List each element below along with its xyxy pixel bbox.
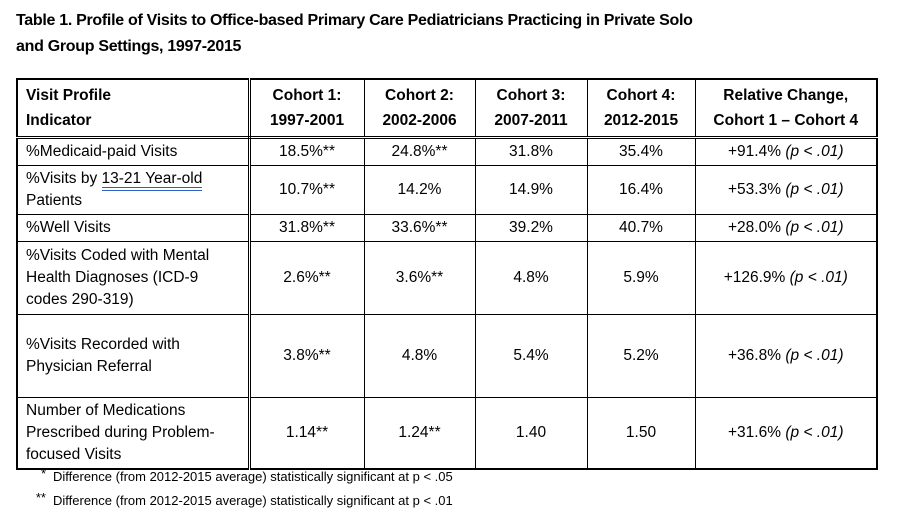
table-title-line1: Table 1. Profile of Visits to Office-bas… — [16, 12, 693, 29]
indicator-cell: %Visits Coded with Mental Health Diagnos… — [16, 240, 251, 315]
value-cell-relative-change: +91.4% (p < .01) — [694, 136, 878, 166]
header-line: Indicator — [26, 111, 92, 129]
table-row-medications-prescribed: Number of Medications Prescribed during … — [16, 396, 878, 469]
table-title: Table 1. Profile of Visits to Office-bas… — [16, 8, 876, 60]
footnote-significance-05: * Difference (from 2012-2015 average) st… — [16, 466, 716, 485]
table-row-mental-health-diagnoses: %Visits Coded with Mental Health Diagnos… — [16, 240, 878, 315]
header-line: Cohort 1: — [272, 86, 342, 104]
value-cell-cohort3: 5.4% — [474, 313, 588, 398]
value-cell-cohort1: 2.6%** — [248, 240, 365, 315]
table-header-row: Visit Profile Indicator Cohort 1: 1997-2… — [16, 78, 878, 139]
footnote-marker: ** — [35, 490, 46, 505]
value-cell-relative-change: +36.8% (p < .01) — [694, 313, 878, 398]
value-cell-cohort1: 18.5%** — [248, 136, 365, 166]
header-line: Relative Change, — [723, 86, 849, 104]
value-cell-relative-change: +53.3% (p < .01) — [694, 164, 878, 215]
table-row-well-visits: %Well Visits 31.8%** 33.6%** 39.2% 40.7%… — [16, 213, 878, 242]
value-cell-cohort2: 33.6%** — [363, 213, 476, 242]
value-cell-cohort2: 14.2% — [363, 164, 476, 215]
p-value: (p < .01) — [785, 180, 844, 198]
header-line: Cohort 1 – Cohort 4 — [713, 111, 859, 129]
value-cell-cohort1: 1.14** — [248, 396, 365, 469]
value-cell-cohort1: 3.8%** — [248, 313, 365, 398]
value-cell-cohort4: 5.2% — [586, 313, 696, 398]
header-line: Cohort 4: — [606, 86, 676, 104]
footnote-significance-01: ** Difference (from 2012-2015 average) s… — [16, 490, 716, 509]
p-value: (p < .01) — [789, 268, 848, 286]
indicator-cell: Number of Medications Prescribed during … — [16, 396, 251, 469]
value-cell-cohort2: 1.24** — [363, 396, 476, 469]
p-value: (p < .01) — [785, 142, 844, 160]
value-cell-cohort2: 3.6%** — [363, 240, 476, 315]
relative-change-value: +31.6% — [728, 423, 782, 441]
header-line: Cohort 3: — [496, 86, 566, 104]
indicator-cell: %Well Visits — [16, 213, 251, 242]
col-header-visit-profile-indicator: Visit Profile Indicator — [16, 78, 251, 139]
header-line: 1997-2001 — [269, 111, 345, 129]
header-line: 2007-2011 — [494, 111, 568, 129]
indicator-cell: %Medicaid-paid Visits — [16, 136, 251, 166]
footnote-marker: * — [40, 466, 46, 481]
table-row-medicaid-paid-visits: %Medicaid-paid Visits 18.5%** 24.8%** 31… — [16, 136, 878, 166]
table-title-line2: and Group Settings, 1997-2015 — [16, 38, 242, 55]
p-value: (p < .01) — [785, 423, 844, 441]
indicator-cell: %Visits Recorded with Physician Referral — [16, 313, 251, 398]
col-header-cohort1: Cohort 1: 1997-2001 — [248, 78, 365, 139]
relative-change-value: +53.3% — [728, 180, 782, 198]
header-line: 2012-2015 — [603, 111, 679, 129]
value-cell-cohort4: 16.4% — [586, 164, 696, 215]
col-header-relative-change: Relative Change, Cohort 1 – Cohort 4 — [694, 78, 878, 139]
value-cell-relative-change: +126.9% (p < .01) — [694, 240, 878, 315]
value-cell-cohort2: 4.8% — [363, 313, 476, 398]
value-cell-cohort3: 31.8% — [474, 136, 588, 166]
table-footnotes: * Difference (from 2012-2015 average) st… — [16, 466, 716, 516]
value-cell-cohort4: 40.7% — [586, 213, 696, 242]
col-header-cohort2: Cohort 2: 2002-2006 — [363, 78, 476, 139]
visits-profile-table: Visit Profile Indicator Cohort 1: 1997-2… — [16, 78, 878, 470]
table-row-physician-referral: %Visits Recorded with Physician Referral… — [16, 313, 878, 398]
col-header-cohort4: Cohort 4: 2012-2015 — [586, 78, 696, 139]
value-cell-cohort1: 10.7%** — [248, 164, 365, 215]
value-cell-relative-change: +31.6% (p < .01) — [694, 396, 878, 469]
header-line: Visit Profile — [26, 86, 111, 104]
grammar-check-underlined-text: 13-21 Year-old — [101, 169, 203, 191]
relative-change-value: +36.8% — [728, 346, 782, 364]
p-value: (p < .01) — [785, 346, 844, 364]
value-cell-cohort3: 39.2% — [474, 213, 588, 242]
relative-change-value: +91.4% — [728, 142, 782, 160]
value-cell-cohort4: 1.50 — [586, 396, 696, 469]
value-cell-cohort2: 24.8%** — [363, 136, 476, 166]
indicator-text: Patients — [26, 191, 83, 209]
value-cell-cohort3: 14.9% — [474, 164, 588, 215]
p-value: (p < .01) — [785, 218, 844, 236]
table-row-visits-13-21-year-old: %Visits by 13-21 Year-old Patients 10.7%… — [16, 164, 878, 215]
relative-change-value: +28.0% — [728, 218, 782, 236]
footnote-text: Difference (from 2012-2015 average) stat… — [53, 493, 453, 508]
footnote-text: Difference (from 2012-2015 average) stat… — [53, 469, 453, 484]
value-cell-cohort4: 35.4% — [586, 136, 696, 166]
value-cell-cohort4: 5.9% — [586, 240, 696, 315]
col-header-cohort3: Cohort 3: 2007-2011 — [474, 78, 588, 139]
value-cell-cohort3: 1.40 — [474, 396, 588, 469]
header-line: Cohort 2: — [385, 86, 454, 104]
indicator-text: %Visits by — [26, 169, 102, 187]
value-cell-cohort1: 31.8%** — [248, 213, 365, 242]
relative-change-value: +126.9% — [723, 268, 786, 286]
value-cell-relative-change: +28.0% (p < .01) — [694, 213, 878, 242]
indicator-cell: %Visits by 13-21 Year-old Patients — [16, 164, 251, 215]
header-line: 2002-2006 — [382, 111, 457, 129]
value-cell-cohort3: 4.8% — [474, 240, 588, 315]
